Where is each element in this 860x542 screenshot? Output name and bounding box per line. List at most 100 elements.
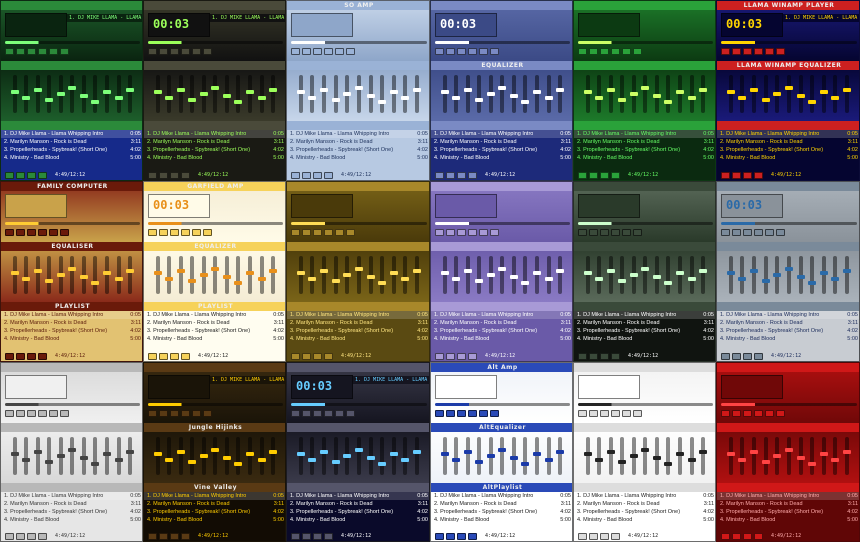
eq-band-slider[interactable]: [246, 437, 255, 475]
seek-bar[interactable]: [148, 222, 283, 225]
eq-slider-knob[interactable]: [257, 457, 266, 462]
eq-slider-knob[interactable]: [234, 99, 243, 104]
playlist-row[interactable]: 2. Marilyn Manson - Rock is Dead 3:11: [431, 138, 572, 146]
eq-slider-knob[interactable]: [176, 88, 185, 93]
eq-band-slider[interactable]: [165, 75, 174, 113]
eq-title-bar[interactable]: [287, 423, 429, 432]
eq-title-bar[interactable]: [144, 61, 285, 70]
prev-button[interactable]: [291, 410, 300, 417]
seek-bar[interactable]: [291, 41, 427, 44]
playlist-row[interactable]: 2. Marilyn Manson - Rock is Dead 3:11: [431, 500, 572, 508]
playlist-title-bar[interactable]: [144, 121, 285, 130]
playlist-row[interactable]: 4. Ministry - Bad Blood 5:00: [431, 335, 572, 343]
eq-slider-knob[interactable]: [676, 90, 685, 95]
title-bar[interactable]: [574, 363, 715, 372]
playlist-title-bar[interactable]: [431, 302, 572, 311]
eq-slider-knob[interactable]: [843, 450, 852, 455]
eq-slider-knob[interactable]: [269, 269, 278, 274]
eq-band-slider[interactable]: [68, 437, 77, 475]
playlist-row[interactable]: 3. Propellerheads - Spybreak! (Short One…: [574, 508, 715, 516]
eq-title-bar[interactable]: [287, 61, 429, 70]
stop-button[interactable]: [38, 410, 47, 417]
add-button[interactable]: [721, 352, 730, 360]
misc-button[interactable]: [324, 532, 333, 540]
eq-band-slider[interactable]: [91, 256, 100, 294]
eq-slider-knob[interactable]: [595, 276, 604, 281]
playlist-row[interactable]: 2. Marilyn Manson - Rock is Dead 3:11: [574, 500, 715, 508]
eq-band-slider[interactable]: [378, 75, 387, 113]
sel-button[interactable]: [457, 352, 466, 360]
eq-band-slider[interactable]: [56, 437, 65, 475]
eq-slider-knob[interactable]: [533, 90, 542, 95]
eq-title-bar[interactable]: LLAMA WINAMP EQUALIZER: [717, 61, 859, 70]
eq-band-slider[interactable]: [521, 437, 530, 475]
eq-slider-knob[interactable]: [103, 452, 112, 457]
playlist-row[interactable]: 1. DJ Mike Llama - Llama Whipping Intro 0…: [431, 130, 572, 138]
eq-band-slider[interactable]: [79, 75, 88, 113]
eject-button[interactable]: [60, 410, 69, 417]
misc-button[interactable]: [754, 171, 763, 179]
eq-band-slider[interactable]: [831, 75, 840, 113]
eq-band-slider[interactable]: [188, 256, 197, 294]
eq-band-slider[interactable]: [114, 75, 123, 113]
eq-slider-knob[interactable]: [773, 92, 782, 97]
eq-slider-knob[interactable]: [618, 97, 627, 102]
play-button[interactable]: [589, 229, 598, 236]
eq-band-slider[interactable]: [354, 437, 363, 475]
play-button[interactable]: [16, 229, 25, 236]
add-button[interactable]: [5, 532, 14, 540]
eq-slider-knob[interactable]: [331, 97, 340, 102]
eq-band-slider[interactable]: [320, 437, 329, 475]
eq-band-slider[interactable]: [343, 437, 352, 475]
title-bar[interactable]: [144, 1, 285, 10]
eq-title-bar[interactable]: [1, 423, 142, 432]
rem-button[interactable]: [159, 171, 168, 179]
eq-band-slider[interactable]: [498, 437, 507, 475]
pause-button[interactable]: [313, 48, 322, 55]
prev-button[interactable]: [578, 48, 587, 55]
play-button[interactable]: [16, 410, 25, 417]
eq-slider-knob[interactable]: [606, 88, 615, 93]
playlist-row[interactable]: 2. Marilyn Manson - Rock is Dead 3:11: [574, 319, 715, 327]
eq-band-slider[interactable]: [699, 256, 708, 294]
eq-slider-knob[interactable]: [452, 457, 461, 462]
next-button[interactable]: [335, 410, 344, 417]
add-button[interactable]: [578, 532, 587, 540]
playlist-row[interactable]: 3. Propellerheads - Spybreak! (Short One…: [144, 146, 285, 154]
pause-button[interactable]: [600, 229, 609, 236]
playlist-row[interactable]: 4. Ministry - Bad Blood 5:00: [431, 154, 572, 162]
playlist-title-bar[interactable]: [717, 483, 859, 492]
sel-button[interactable]: [600, 171, 609, 179]
seek-bar[interactable]: [148, 41, 283, 44]
playlist-row[interactable]: 3. Propellerheads - Spybreak! (Short One…: [287, 508, 429, 516]
eq-band-slider[interactable]: [726, 437, 735, 475]
eq-band-slider[interactable]: [652, 256, 661, 294]
eq-slider-knob[interactable]: [126, 450, 135, 455]
eq-slider-knob[interactable]: [761, 97, 770, 102]
eq-slider-knob[interactable]: [498, 448, 507, 453]
playlist-title-bar[interactable]: [717, 121, 859, 130]
playlist-row[interactable]: 2. Marilyn Manson - Rock is Dead 3:11: [144, 138, 285, 146]
eq-band-slider[interactable]: [68, 75, 77, 113]
sel-button[interactable]: [600, 352, 609, 360]
eq-band-slider[interactable]: [606, 256, 615, 294]
eq-slider-knob[interactable]: [687, 457, 696, 462]
eq-slider-knob[interactable]: [33, 269, 42, 274]
eq-slider-knob[interactable]: [153, 271, 162, 276]
eq-band-slider[interactable]: [544, 437, 553, 475]
eq-slider-knob[interactable]: [56, 454, 65, 459]
title-bar[interactable]: [431, 182, 572, 191]
eq-slider-knob[interactable]: [296, 271, 305, 276]
eq-band-slider[interactable]: [509, 75, 518, 113]
eq-band-slider[interactable]: [22, 75, 31, 113]
eq-band-slider[interactable]: [269, 256, 278, 294]
title-bar[interactable]: GARFIELD AMP: [144, 182, 285, 191]
eq-slider-knob[interactable]: [784, 267, 793, 272]
eq-band-slider[interactable]: [583, 256, 592, 294]
eq-band-slider[interactable]: [91, 75, 100, 113]
eq-slider-knob[interactable]: [843, 88, 852, 93]
eq-slider-knob[interactable]: [165, 457, 174, 462]
eq-slider-knob[interactable]: [629, 454, 638, 459]
eq-slider-knob[interactable]: [544, 95, 553, 100]
eq-band-slider[interactable]: [10, 437, 19, 475]
